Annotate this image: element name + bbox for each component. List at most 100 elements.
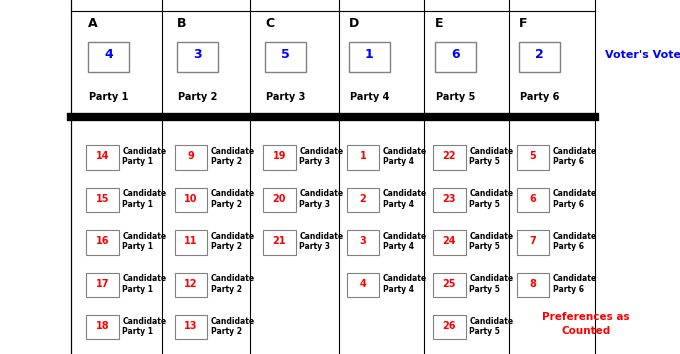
Text: Candidate
Party 1: Candidate Party 1 — [122, 316, 167, 336]
FancyBboxPatch shape — [433, 230, 466, 255]
FancyBboxPatch shape — [347, 273, 379, 297]
FancyBboxPatch shape — [175, 230, 207, 255]
Text: Voter's Vote: Voter's Vote — [605, 50, 680, 60]
Text: Candidate
Party 1: Candidate Party 1 — [122, 232, 167, 251]
Text: Party 6: Party 6 — [520, 92, 559, 102]
FancyBboxPatch shape — [433, 145, 466, 170]
Text: 19: 19 — [273, 152, 286, 161]
FancyBboxPatch shape — [86, 273, 119, 297]
FancyBboxPatch shape — [265, 42, 306, 72]
FancyBboxPatch shape — [86, 230, 119, 255]
Text: Candidate
Party 2: Candidate Party 2 — [211, 147, 255, 166]
Text: F: F — [519, 17, 528, 29]
Text: 5: 5 — [530, 152, 537, 161]
Text: Candidate
Party 4: Candidate Party 4 — [383, 274, 427, 294]
FancyBboxPatch shape — [433, 273, 466, 297]
FancyBboxPatch shape — [517, 230, 549, 255]
FancyBboxPatch shape — [263, 230, 296, 255]
Text: Party 2: Party 2 — [177, 92, 217, 102]
Text: Candidate
Party 1: Candidate Party 1 — [122, 189, 167, 209]
FancyBboxPatch shape — [347, 188, 379, 212]
Text: 6: 6 — [452, 48, 460, 61]
Text: 17: 17 — [96, 279, 109, 289]
Text: 21: 21 — [273, 236, 286, 246]
Text: Preferences as
Counted: Preferences as Counted — [543, 312, 630, 336]
Text: Candidate
Party 2: Candidate Party 2 — [211, 316, 255, 336]
Text: Party 1: Party 1 — [89, 92, 129, 102]
Text: 9: 9 — [188, 152, 194, 161]
Text: 3: 3 — [360, 236, 367, 246]
FancyBboxPatch shape — [175, 273, 207, 297]
Text: Party 3: Party 3 — [266, 92, 305, 102]
FancyBboxPatch shape — [517, 145, 549, 170]
Text: 16: 16 — [96, 236, 109, 246]
Text: Candidate
Party 4: Candidate Party 4 — [383, 147, 427, 166]
Text: 4: 4 — [360, 279, 367, 289]
FancyBboxPatch shape — [519, 42, 560, 72]
Text: Candidate
Party 6: Candidate Party 6 — [553, 274, 597, 294]
Text: 6: 6 — [530, 194, 537, 204]
Text: Party 5: Party 5 — [436, 92, 475, 102]
Text: 7: 7 — [530, 236, 537, 246]
Text: B: B — [177, 17, 186, 29]
FancyBboxPatch shape — [177, 42, 218, 72]
Text: Candidate
Party 3: Candidate Party 3 — [299, 189, 343, 209]
Text: 2: 2 — [360, 194, 367, 204]
Text: 23: 23 — [443, 194, 456, 204]
Text: D: D — [349, 17, 359, 29]
Text: 20: 20 — [273, 194, 286, 204]
Text: Candidate
Party 3: Candidate Party 3 — [299, 147, 343, 166]
FancyBboxPatch shape — [88, 42, 129, 72]
FancyBboxPatch shape — [86, 188, 119, 212]
FancyBboxPatch shape — [347, 230, 379, 255]
Text: 1: 1 — [360, 152, 367, 161]
Text: Party 4: Party 4 — [350, 92, 389, 102]
Text: Candidate
Party 4: Candidate Party 4 — [383, 189, 427, 209]
FancyBboxPatch shape — [86, 315, 119, 339]
Text: 13: 13 — [184, 321, 198, 331]
Text: 4: 4 — [105, 48, 113, 61]
Text: Candidate
Party 6: Candidate Party 6 — [553, 147, 597, 166]
Text: 15: 15 — [96, 194, 109, 204]
FancyBboxPatch shape — [86, 145, 119, 170]
Text: 2: 2 — [535, 48, 543, 61]
Text: E: E — [435, 17, 443, 29]
Text: Candidate
Party 5: Candidate Party 5 — [469, 316, 513, 336]
Text: A: A — [88, 17, 98, 29]
Text: 10: 10 — [184, 194, 198, 204]
Text: 26: 26 — [443, 321, 456, 331]
FancyBboxPatch shape — [349, 42, 390, 72]
Text: C: C — [265, 17, 274, 29]
Text: 12: 12 — [184, 279, 198, 289]
FancyBboxPatch shape — [263, 145, 296, 170]
Text: 18: 18 — [96, 321, 109, 331]
Text: Candidate
Party 2: Candidate Party 2 — [211, 189, 255, 209]
Text: Candidate
Party 2: Candidate Party 2 — [211, 274, 255, 294]
FancyBboxPatch shape — [435, 42, 476, 72]
FancyBboxPatch shape — [517, 188, 549, 212]
Text: Candidate
Party 5: Candidate Party 5 — [469, 147, 513, 166]
FancyBboxPatch shape — [433, 315, 466, 339]
FancyBboxPatch shape — [175, 145, 207, 170]
Text: 1: 1 — [365, 48, 373, 61]
Text: Candidate
Party 2: Candidate Party 2 — [211, 232, 255, 251]
FancyBboxPatch shape — [517, 273, 549, 297]
Text: 24: 24 — [443, 236, 456, 246]
Text: 5: 5 — [282, 48, 290, 61]
Text: Candidate
Party 6: Candidate Party 6 — [553, 189, 597, 209]
Text: Candidate
Party 6: Candidate Party 6 — [553, 232, 597, 251]
FancyBboxPatch shape — [347, 145, 379, 170]
Text: 3: 3 — [193, 48, 201, 61]
Text: Candidate
Party 1: Candidate Party 1 — [122, 147, 167, 166]
FancyBboxPatch shape — [263, 188, 296, 212]
Text: 11: 11 — [184, 236, 198, 246]
Text: Candidate
Party 3: Candidate Party 3 — [299, 232, 343, 251]
FancyBboxPatch shape — [433, 188, 466, 212]
Text: 14: 14 — [96, 152, 109, 161]
Text: Candidate
Party 4: Candidate Party 4 — [383, 232, 427, 251]
Text: Candidate
Party 5: Candidate Party 5 — [469, 274, 513, 294]
FancyBboxPatch shape — [175, 188, 207, 212]
FancyBboxPatch shape — [175, 315, 207, 339]
Text: Candidate
Party 5: Candidate Party 5 — [469, 189, 513, 209]
Text: 25: 25 — [443, 279, 456, 289]
